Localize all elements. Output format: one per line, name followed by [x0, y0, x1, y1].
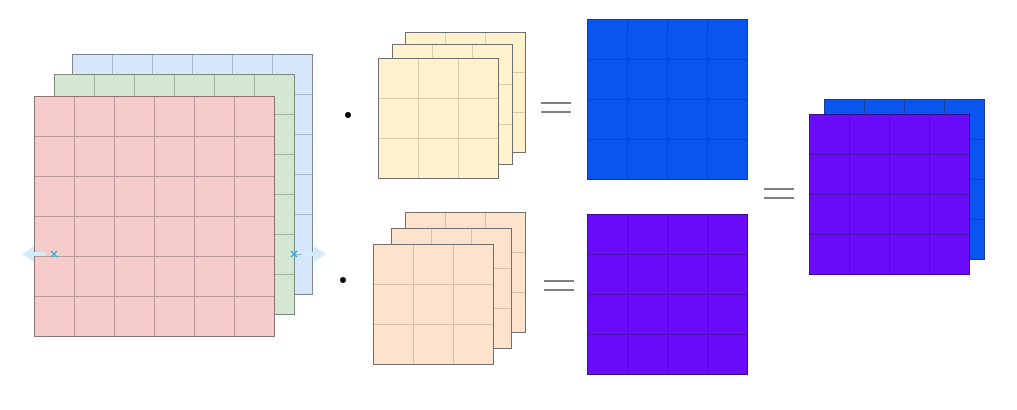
- dot-operator-icon: [340, 277, 346, 283]
- input-channel-1-border: [34, 96, 275, 337]
- equals-icon: [544, 280, 574, 291]
- resize-handle-right-icon: [290, 250, 298, 258]
- result-channel-1: [809, 114, 970, 275]
- dot-operator-icon: [345, 112, 351, 118]
- input-channel-1: [34, 96, 275, 337]
- arrow-left-icon: [22, 246, 34, 262]
- output-a-border: [587, 19, 748, 180]
- kernel-a-1: [378, 58, 499, 179]
- result-channel-1-border: [809, 114, 970, 275]
- x-stroke: [50, 250, 58, 258]
- output-b: [587, 214, 748, 375]
- x-stroke: [290, 250, 298, 258]
- output-a: [587, 19, 748, 180]
- kernel-b-1-fill: [373, 244, 494, 365]
- kernel-a-1-border: [378, 58, 499, 179]
- kernel-b-1-border: [373, 244, 494, 365]
- kernel-a-1-fill: [378, 58, 499, 179]
- arrow-right-icon: [314, 246, 326, 262]
- equals-icon: [764, 188, 794, 199]
- output-b-border: [587, 214, 748, 375]
- equals-icon: [541, 102, 571, 113]
- resize-handle-left-icon: [50, 250, 58, 258]
- kernel-b-1: [373, 244, 494, 365]
